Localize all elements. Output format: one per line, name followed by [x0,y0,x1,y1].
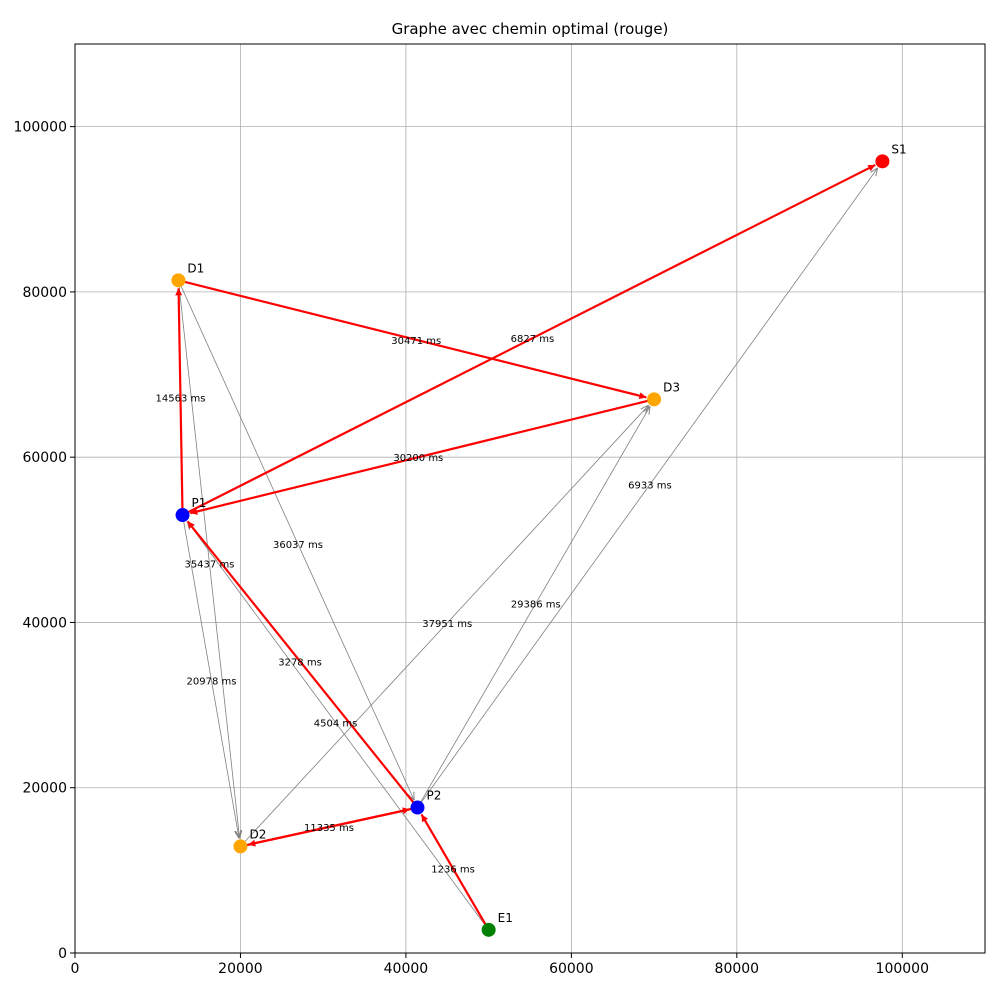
edge-label: 6827 ms [511,334,555,345]
x-tick-label: 100000 [876,961,929,977]
node-label-d2: D2 [249,827,266,841]
x-tick-label: 0 [71,961,80,977]
x-tick-label: 60000 [549,961,594,977]
y-tick-label: 80000 [22,285,67,301]
node-p1 [175,508,190,523]
y-tick-label: 20000 [22,781,67,797]
chart-title: Graphe avec chemin optimal (rouge) [391,20,669,38]
edge-label: 20978 ms [187,677,237,688]
edge-label: 30200 ms [393,453,443,464]
node-s1 [875,154,890,169]
optimal-edge [240,807,410,848]
y-tick-label: 40000 [22,615,67,631]
edge [187,521,489,931]
edge-label: 37951 ms [422,619,472,630]
edge-labels: 20978 ms 35437 ms 36037 ms 37951 ms 29386 ms… [156,334,672,876]
node-label-s1: S1 [891,142,906,156]
x-tick-label: 80000 [715,961,760,977]
axes-frame [74,43,986,954]
edge [182,514,240,838]
optimal-edge [175,288,184,516]
edge-label: 14563 ms [156,394,206,405]
node-e1 [481,922,496,937]
edge [178,280,414,800]
y-tick-label: 60000 [22,450,67,466]
optimal-edge [182,163,876,517]
edge-label: 6933 ms [628,480,672,491]
edges-gray [178,168,877,931]
optimal-edge [186,520,419,809]
nodes [171,154,890,937]
node-label-e1: E1 [498,911,513,925]
x-tick-label: 40000 [384,961,429,977]
node-labels: E1 P2 D2 P1 D1 D3 S1 [187,142,906,925]
node-d2 [233,839,248,854]
edge [417,168,877,808]
edge-label: 29386 ms [511,599,561,610]
edge-label: 1236 ms [431,865,475,876]
axis-ticks: 0 20000 40000 60000 80000 100000 0 20000 40000 60… [14,120,929,977]
edge-label: 11335 ms [304,823,354,834]
edges-optimal [175,163,876,931]
edge [417,406,650,808]
edge-label: 4504 ms [314,718,358,729]
node-label-d3: D3 [663,380,680,394]
optimal-edge [178,279,647,400]
edge [178,280,239,838]
optimal-edge [420,813,490,931]
edge-label: 3278 ms [278,657,322,668]
node-p2 [410,800,425,815]
node-label-d1: D1 [187,261,204,275]
edge-label: 35437 ms [184,559,234,570]
edge-label: 30471 ms [391,336,441,347]
x-tick-label: 20000 [218,961,263,977]
node-label-p1: P1 [192,496,207,510]
node-d1 [171,273,186,288]
y-tick-label: 0 [58,946,67,962]
edge [240,405,648,847]
grid-lines [74,44,985,954]
node-label-p2: P2 [426,789,441,803]
node-d3 [647,392,662,407]
edge-label: 36037 ms [273,540,323,551]
optimal-edge [190,398,655,515]
y-tick-label: 100000 [14,120,67,136]
